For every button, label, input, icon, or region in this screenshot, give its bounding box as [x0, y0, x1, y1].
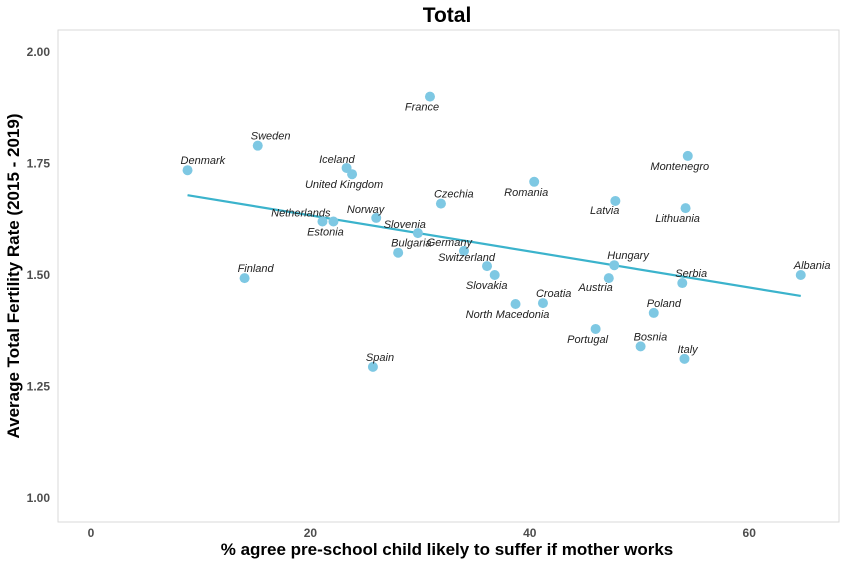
data-point	[482, 261, 493, 272]
y-tick-label: 1.00	[27, 491, 51, 505]
data-point	[424, 91, 435, 102]
data-point	[648, 307, 659, 318]
data-point	[682, 150, 693, 161]
point-label: Slovakia	[466, 280, 508, 292]
point-label: Lithuania	[655, 213, 700, 225]
data-point	[677, 278, 688, 289]
data-point	[182, 165, 193, 176]
point-label: Montenegro	[650, 161, 709, 173]
point-label: Serbia	[675, 268, 707, 280]
data-point	[609, 260, 620, 271]
data-point	[603, 273, 614, 284]
data-point	[680, 203, 691, 214]
trend-line	[187, 194, 801, 298]
point-label: Portugal	[567, 334, 609, 346]
data-point	[252, 140, 263, 151]
data-point	[371, 212, 382, 223]
data-point	[635, 341, 646, 352]
point-label: Spain	[366, 352, 394, 364]
point-label: Poland	[647, 298, 682, 310]
point-label: Croatia	[536, 288, 571, 300]
point-label: Netherlands	[271, 207, 331, 219]
data-point	[590, 323, 601, 334]
x-tick-label: 40	[523, 526, 537, 540]
point-label: Bulgaria	[391, 238, 431, 250]
x-tick-label: 0	[88, 526, 95, 540]
point-label: Germany	[427, 237, 474, 249]
point-label: Finland	[238, 263, 275, 275]
data-point	[317, 216, 328, 227]
y-axis-label: Average Total Fertility Rate (2015 - 201…	[4, 113, 23, 438]
point-label: Czechia	[434, 189, 474, 201]
point-label: Albania	[793, 260, 831, 272]
data-point	[347, 169, 358, 180]
point-label: North Macedonia	[466, 309, 550, 321]
plot-area	[57, 29, 840, 523]
point-label: Slovenia	[384, 219, 426, 231]
y-tick-label: 2.00	[27, 45, 51, 59]
point-label: France	[405, 102, 439, 114]
point-label: United Kingdom	[305, 179, 383, 191]
y-tick-label: 1.50	[27, 268, 51, 282]
point-label: Norway	[347, 204, 386, 216]
x-tick-label: 20	[304, 526, 318, 540]
data-point	[435, 198, 446, 209]
point-label: Austria	[578, 282, 613, 294]
point-label: Bosnia	[634, 331, 668, 343]
data-point	[529, 176, 540, 187]
point-label: Latvia	[590, 205, 619, 217]
point-label: Switzerland	[438, 252, 496, 264]
data-point	[239, 273, 250, 284]
data-point	[367, 361, 378, 372]
point-label: Denmark	[181, 155, 226, 167]
data-point	[393, 247, 404, 258]
chart-title: Total	[423, 4, 472, 27]
data-point	[510, 298, 521, 309]
data-point	[328, 216, 339, 227]
point-label: Hungary	[607, 250, 650, 262]
data-point	[537, 298, 548, 309]
y-tick-label: 1.75	[27, 157, 51, 171]
point-label: Iceland	[319, 154, 355, 166]
point-label: Italy	[677, 344, 699, 356]
data-point	[795, 270, 806, 280]
data-point	[412, 228, 423, 239]
data-point	[610, 195, 621, 206]
data-point	[679, 353, 690, 364]
point-label: Romania	[504, 187, 548, 199]
x-tick-label: 60	[743, 526, 757, 540]
point-label: Estonia	[307, 226, 344, 238]
y-tick-label: 1.25	[27, 380, 51, 394]
data-point	[458, 245, 469, 256]
point-label: Sweden	[251, 131, 291, 143]
x-axis-label: % agree pre-school child likely to suffe…	[221, 540, 674, 559]
data-point	[489, 270, 500, 280]
